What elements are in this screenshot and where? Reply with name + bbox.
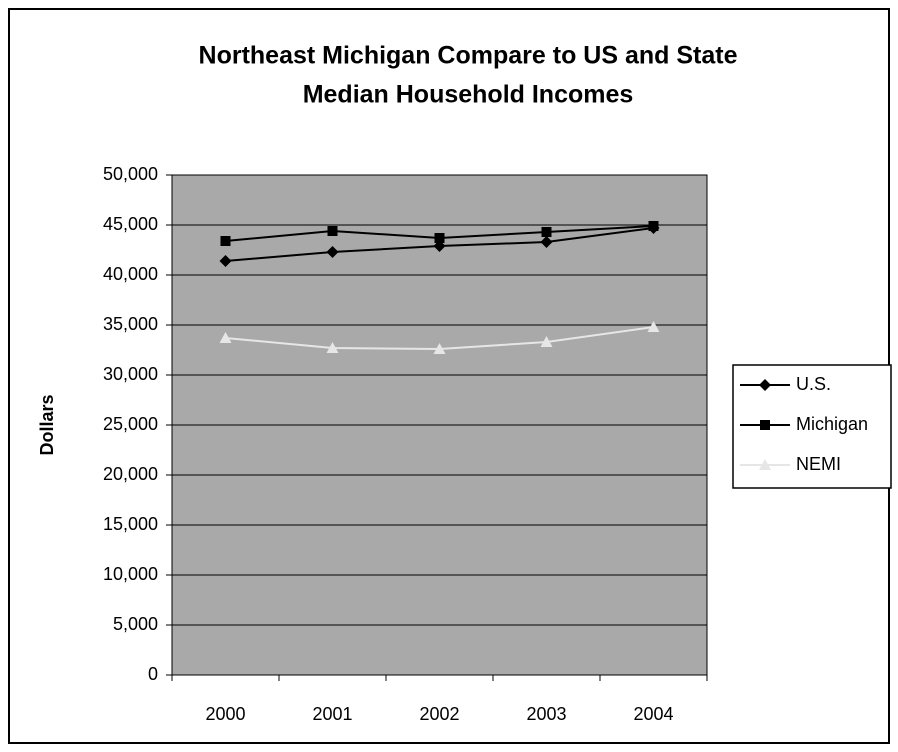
legend-label: U.S.: [796, 374, 831, 394]
marker: [433, 343, 446, 354]
x-tick-label: 2000: [205, 704, 245, 724]
x-tick-label: 2001: [312, 704, 352, 724]
y-tick-label: 20,000: [103, 464, 158, 484]
y-tick-label: 0: [148, 664, 158, 684]
legend-label: NEMI: [796, 454, 841, 474]
x-tick-label: 2003: [526, 704, 566, 724]
marker: [648, 221, 659, 231]
marker: [759, 459, 771, 470]
y-tick-label: 15,000: [103, 514, 158, 534]
marker: [434, 233, 445, 243]
marker: [220, 236, 231, 246]
y-tick-label: 40,000: [103, 264, 158, 284]
marker: [540, 336, 553, 347]
y-tick-label: 50,000: [103, 164, 158, 184]
y-tick-label: 5,000: [113, 614, 158, 634]
marker: [219, 255, 232, 267]
y-tick-label: 10,000: [103, 564, 158, 584]
chart-title: Median Household Incomes: [303, 81, 634, 109]
x-tick-label: 2004: [633, 704, 673, 724]
x-tick-label: 2002: [419, 704, 459, 724]
marker: [647, 321, 660, 332]
marker: [541, 227, 552, 237]
marker: [326, 342, 339, 353]
marker: [759, 379, 771, 391]
legend-label: Michigan: [796, 414, 868, 434]
y-tick-label: 35,000: [103, 314, 158, 334]
y-tick-label: 45,000: [103, 214, 158, 234]
marker: [326, 246, 339, 258]
chart-title: Northeast Michigan Compare to US and Sta…: [199, 42, 738, 70]
y-tick-label: 30,000: [103, 364, 158, 384]
marker: [540, 236, 553, 248]
y-tick-label: 25,000: [103, 414, 158, 434]
marker: [760, 420, 770, 430]
marker: [327, 226, 338, 236]
y-axis-label: Dollars: [37, 394, 57, 455]
marker: [219, 332, 232, 343]
